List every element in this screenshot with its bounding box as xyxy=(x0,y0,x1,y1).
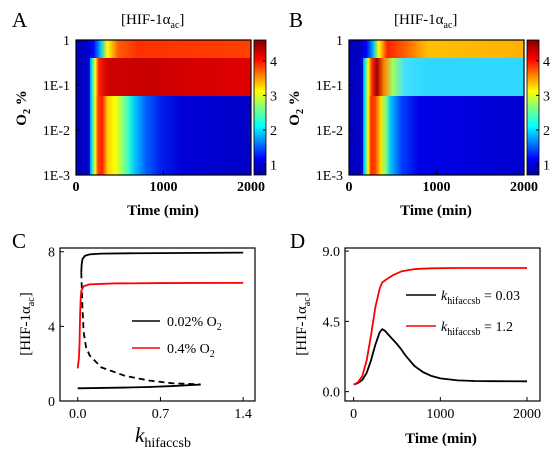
panel-a-colorbar-label: 2 xyxy=(270,124,277,139)
panel-b-xtick-label: 0 xyxy=(346,180,353,195)
panel-a-label: A xyxy=(12,8,28,32)
panel-c-series-0 xyxy=(80,251,244,273)
panel-c-frame xyxy=(59,247,256,402)
panel-c-series-1 xyxy=(80,272,201,386)
panel-b-xtick-label: 2000 xyxy=(510,180,538,195)
panel-c-ytick-label: 0 xyxy=(48,395,55,410)
panel-b-label: B xyxy=(289,8,303,32)
panel-a-xtick-label: 2000 xyxy=(237,180,265,195)
panel-a-ylabel: O2 % xyxy=(14,90,33,125)
panel-c: C 0.0 0.7 1.4 0 4 8 [HIF-1αac] khifaccsb 0.02… xyxy=(12,229,256,451)
panel-a-xtick-label: 0 xyxy=(73,180,80,195)
panel-b-colorbar xyxy=(526,39,540,176)
panel-b-ytick-label: 1E-3 xyxy=(316,169,343,184)
panel-a-xtick-label: 1000 xyxy=(150,180,178,195)
panel-c-ytick-label: 4 xyxy=(48,320,55,335)
legend-label-k12: khifaccsb = 1.2 xyxy=(441,320,513,338)
panel-c-xtick-label: 1.4 xyxy=(234,407,252,422)
panel-b: B [HIF-1αac] 0 1000 200011E-11E-21E-31234 … xyxy=(287,8,550,219)
panel-a-colorbar-label: 1 xyxy=(270,159,277,174)
panel-d-legend: khifaccsb = 0.03 khifaccsb = 1.2 xyxy=(406,289,520,338)
panel-b-title: [HIF-1αac] xyxy=(394,12,457,31)
panel-c-legend: 0.02% O2 0.4% O2 xyxy=(132,315,222,360)
panel-a-heatmap xyxy=(76,40,251,175)
panel-b-colorbar-label: 4 xyxy=(543,55,550,70)
panel-a-ytick-label: 1E-3 xyxy=(43,169,70,184)
panel-c-label: C xyxy=(12,229,26,253)
panel-c-series-3 xyxy=(76,281,244,369)
panel-d-ylabel: [HIF-1αac] xyxy=(294,292,313,355)
panel-c-xlabel: khifaccsb xyxy=(135,423,191,451)
panel-b-ylabel: O2 % xyxy=(287,90,306,125)
panel-b-colorbar-label: 2 xyxy=(543,124,550,139)
panel-d-xtick-label: 2000 xyxy=(513,407,541,422)
panel-d-series-1 xyxy=(353,267,527,386)
panel-d-ytick-label: 0.0 xyxy=(323,386,341,401)
panel-c-ylabel: [HIF-1αac] xyxy=(18,292,37,355)
panel-a: A [HIF-1αac] 0 1000 200011E-11E-21E-31234 … xyxy=(12,8,277,219)
panel-a-title: [HIF-1αac] xyxy=(121,12,184,31)
panel-d-label: D xyxy=(290,229,305,253)
panel-a-colorbar-label: 4 xyxy=(270,55,277,70)
legend-label-04: 0.4% O2 xyxy=(167,342,215,360)
panel-c-xtick-label: 0.7 xyxy=(152,407,170,422)
panel-b-ytick-label: 1E-2 xyxy=(316,124,343,139)
legend-label-k003: khifaccsb = 0.03 xyxy=(441,289,520,307)
panel-b-colorbar-label: 3 xyxy=(543,89,550,104)
panel-b-ytick-label: 1E-1 xyxy=(316,79,343,94)
panel-d-xtick-label: 1000 xyxy=(426,407,454,422)
panel-b-heatmap xyxy=(349,40,524,175)
panel-a-ytick-label: 1E-1 xyxy=(43,79,70,94)
legend-label-002: 0.02% O2 xyxy=(167,315,222,333)
panel-c-ytick-label: 8 xyxy=(48,246,55,261)
panel-a-colorbar-label: 3 xyxy=(270,89,277,104)
panel-d-xtick-label: 0 xyxy=(350,407,357,422)
panel-d-ytick-label: 9.0 xyxy=(323,245,341,260)
panel-d-xlabel: Time (min) xyxy=(405,431,477,447)
panel-b-colorbar-label: 1 xyxy=(543,159,550,174)
panel-a-colorbar xyxy=(253,39,267,176)
panel-a-xlabel: Time (min) xyxy=(127,203,199,219)
panel-d-series-0 xyxy=(353,328,528,386)
panel-b-xlabel: Time (min) xyxy=(400,203,472,219)
panel-c-series-2 xyxy=(77,383,201,390)
panel-c-xtick-label: 0.0 xyxy=(69,407,87,422)
panel-d-frame xyxy=(344,247,541,402)
panel-b-xtick-label: 1000 xyxy=(423,180,451,195)
panel-d: D 0 1000 2000 0.0 4.5 9.0 [HIF-1αac] Time (mi… xyxy=(290,229,541,447)
panel-b-ytick-label: 1 xyxy=(336,34,343,49)
panel-a-ytick-label: 1 xyxy=(63,34,70,49)
panel-a-ytick-label: 1E-2 xyxy=(43,124,70,139)
panel-d-ytick-label: 4.5 xyxy=(323,315,341,330)
